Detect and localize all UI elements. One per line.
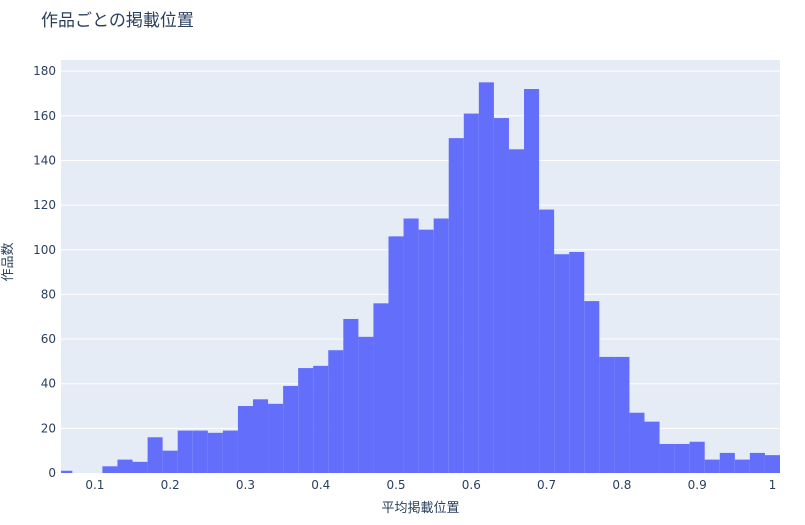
histogram-bar [644,421,660,473]
histogram-bar [508,149,525,473]
y-tick-label: 20 [41,421,56,435]
histogram-bar [403,218,419,473]
histogram-bar [614,356,630,473]
histogram-bar [719,452,735,473]
x-axis-ticks: 0.1 0.2 0.3 0.4 0.5 0.6 0.7 0.8 0.9 1 [85,478,776,492]
y-axis-ticks: 0 20 40 60 80 100 120 140 160 180 [33,64,56,480]
y-tick-label: 100 [33,243,56,257]
y-tick-label: 60 [41,332,56,346]
x-tick-label: 0.6 [462,478,481,492]
histogram-bar [704,459,720,473]
y-axis-title: 作品数 [1,242,16,281]
histogram-bar [689,441,705,473]
bars [61,82,780,474]
histogram-bar [599,356,615,473]
histogram-bar [373,303,389,473]
histogram-bar [162,450,178,473]
histogram-bar [749,452,765,473]
y-tick-label: 160 [33,109,56,123]
histogram-bar [102,466,118,473]
x-tick-label: 0.3 [236,478,255,492]
y-tick-label: 40 [41,377,56,391]
y-tick-label: 180 [33,64,56,78]
histogram-bar [298,368,314,473]
histogram-bar [493,118,509,473]
histogram-bar [478,82,494,473]
histogram-bar [268,403,284,473]
histogram-bar [328,350,344,473]
histogram-bar [283,385,299,473]
histogram-bar [388,236,404,473]
histogram-bar [629,412,645,473]
histogram-bar [734,459,750,473]
histogram-bar [207,432,223,473]
histogram-bar [237,406,253,473]
histogram-bar [674,443,690,473]
histogram-bar [448,138,464,473]
histogram-bar [132,461,148,473]
chart-title: 作品ごとの掲載位置 [41,11,194,31]
histogram-bar [463,113,479,474]
histogram-bar [524,89,540,474]
x-tick-label: 0.5 [386,478,405,492]
x-tick-label: 1 [769,478,777,492]
histogram-bar [252,399,269,473]
histogram-bar [418,229,434,473]
y-tick-label: 120 [33,198,56,212]
x-tick-label: 0.4 [311,478,330,492]
histogram-bar [147,437,163,473]
histogram-bar [313,365,329,473]
histogram-bar [539,209,555,473]
histogram-bar [659,443,675,473]
histogram-bar [177,430,193,473]
histogram-bar [343,318,359,473]
x-tick-label: 0.9 [688,478,707,492]
x-tick-label: 0.1 [85,478,104,492]
x-tick-label: 0.8 [612,478,631,492]
histogram-bar [433,218,449,473]
x-tick-label: 0.7 [537,478,556,492]
histogram-bar [764,455,780,473]
x-axis-title: 平均掲載位置 [381,500,459,516]
histogram-bar [192,430,208,473]
histogram-bar [61,470,73,473]
y-tick-label: 80 [41,287,56,301]
histogram-bar [222,430,238,473]
histogram-bar [569,251,585,473]
x-tick-label: 0.2 [161,478,180,492]
y-tick-label: 140 [33,153,56,167]
histogram-bar [358,336,374,473]
histogram-bar [554,254,570,473]
histogram-bar [584,301,600,473]
y-tick-label: 0 [48,466,56,480]
histogram-bar [117,459,133,473]
